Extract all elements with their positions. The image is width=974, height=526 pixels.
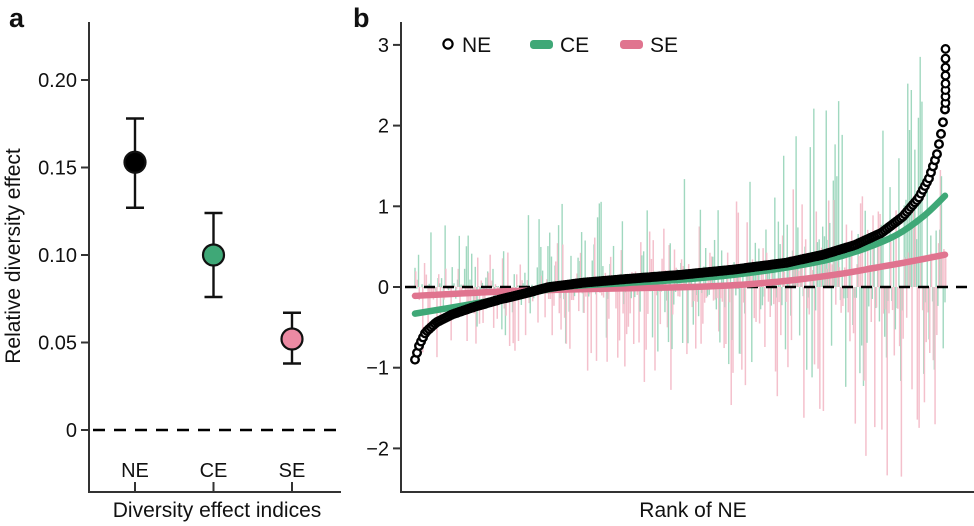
panel-a-y-tick-label: 0.10 <box>38 245 77 267</box>
panel-a-category-label: SE <box>279 460 306 482</box>
panel-a-x-axis-label: Diversity effect indices <box>113 499 322 522</box>
mean-point-ce <box>201 243 226 267</box>
panel-b-axes: 3 2 1 0 −1 −2 <box>366 22 974 493</box>
ne-rank-point <box>933 139 944 150</box>
panel-b-y-tick-label: 3 <box>378 35 389 57</box>
panel-b-y-tick-label: 1 <box>378 196 389 218</box>
panel-b-y-tick-label: 0 <box>378 277 389 299</box>
panel-b-ne-rank-points <box>410 44 951 365</box>
ne-outlier-point <box>940 62 951 73</box>
ne-outlier-point <box>940 70 951 81</box>
panel-b-letter: b <box>353 3 370 33</box>
panel-a-axes: 0.20 0.15 0.10 0.05 0 NE CE SE <box>38 22 341 493</box>
ne-outlier-point <box>940 53 951 64</box>
panel-a-y-tick-label: 0.05 <box>38 333 77 355</box>
panel-a-y-tick-label: 0.15 <box>38 158 77 180</box>
panel-a-category-label: CE <box>200 460 228 482</box>
legend-ce-label: CE <box>560 34 589 57</box>
panel-a-data <box>123 117 304 365</box>
panel-a-y-tick-label: 0 <box>66 420 77 442</box>
panel-b-y-tick-label: 2 <box>378 116 389 138</box>
panel-a-y-tick-label: 0.20 <box>38 70 77 92</box>
mean-point-se <box>280 327 304 351</box>
panel-b-x-axis-label: Rank of NE <box>639 499 746 522</box>
legend-ce-swatch-icon <box>530 40 553 49</box>
mean-point-ne <box>123 150 147 174</box>
panel-a-y-axis-label: Relative diversity effect <box>2 148 25 364</box>
ne-rank-point <box>931 149 942 160</box>
ne-rank-point <box>937 117 948 128</box>
panel-a-category-label: NE <box>121 460 149 482</box>
ne-outlier-point <box>940 78 951 89</box>
legend-ne-open-circle-icon <box>442 38 454 50</box>
legend-ne-label: NE <box>462 34 491 57</box>
legend-se-swatch-icon <box>620 40 643 49</box>
ne-rank-point <box>935 128 946 139</box>
panel-a-letter: a <box>9 3 25 33</box>
panel-b-y-tick-label: −1 <box>366 358 389 380</box>
panel-b-legend: NE CE SE <box>442 34 678 57</box>
legend-se-label: SE <box>650 34 678 57</box>
ne-outlier-point <box>940 44 951 54</box>
panel-b-y-tick-label: −2 <box>366 438 389 460</box>
